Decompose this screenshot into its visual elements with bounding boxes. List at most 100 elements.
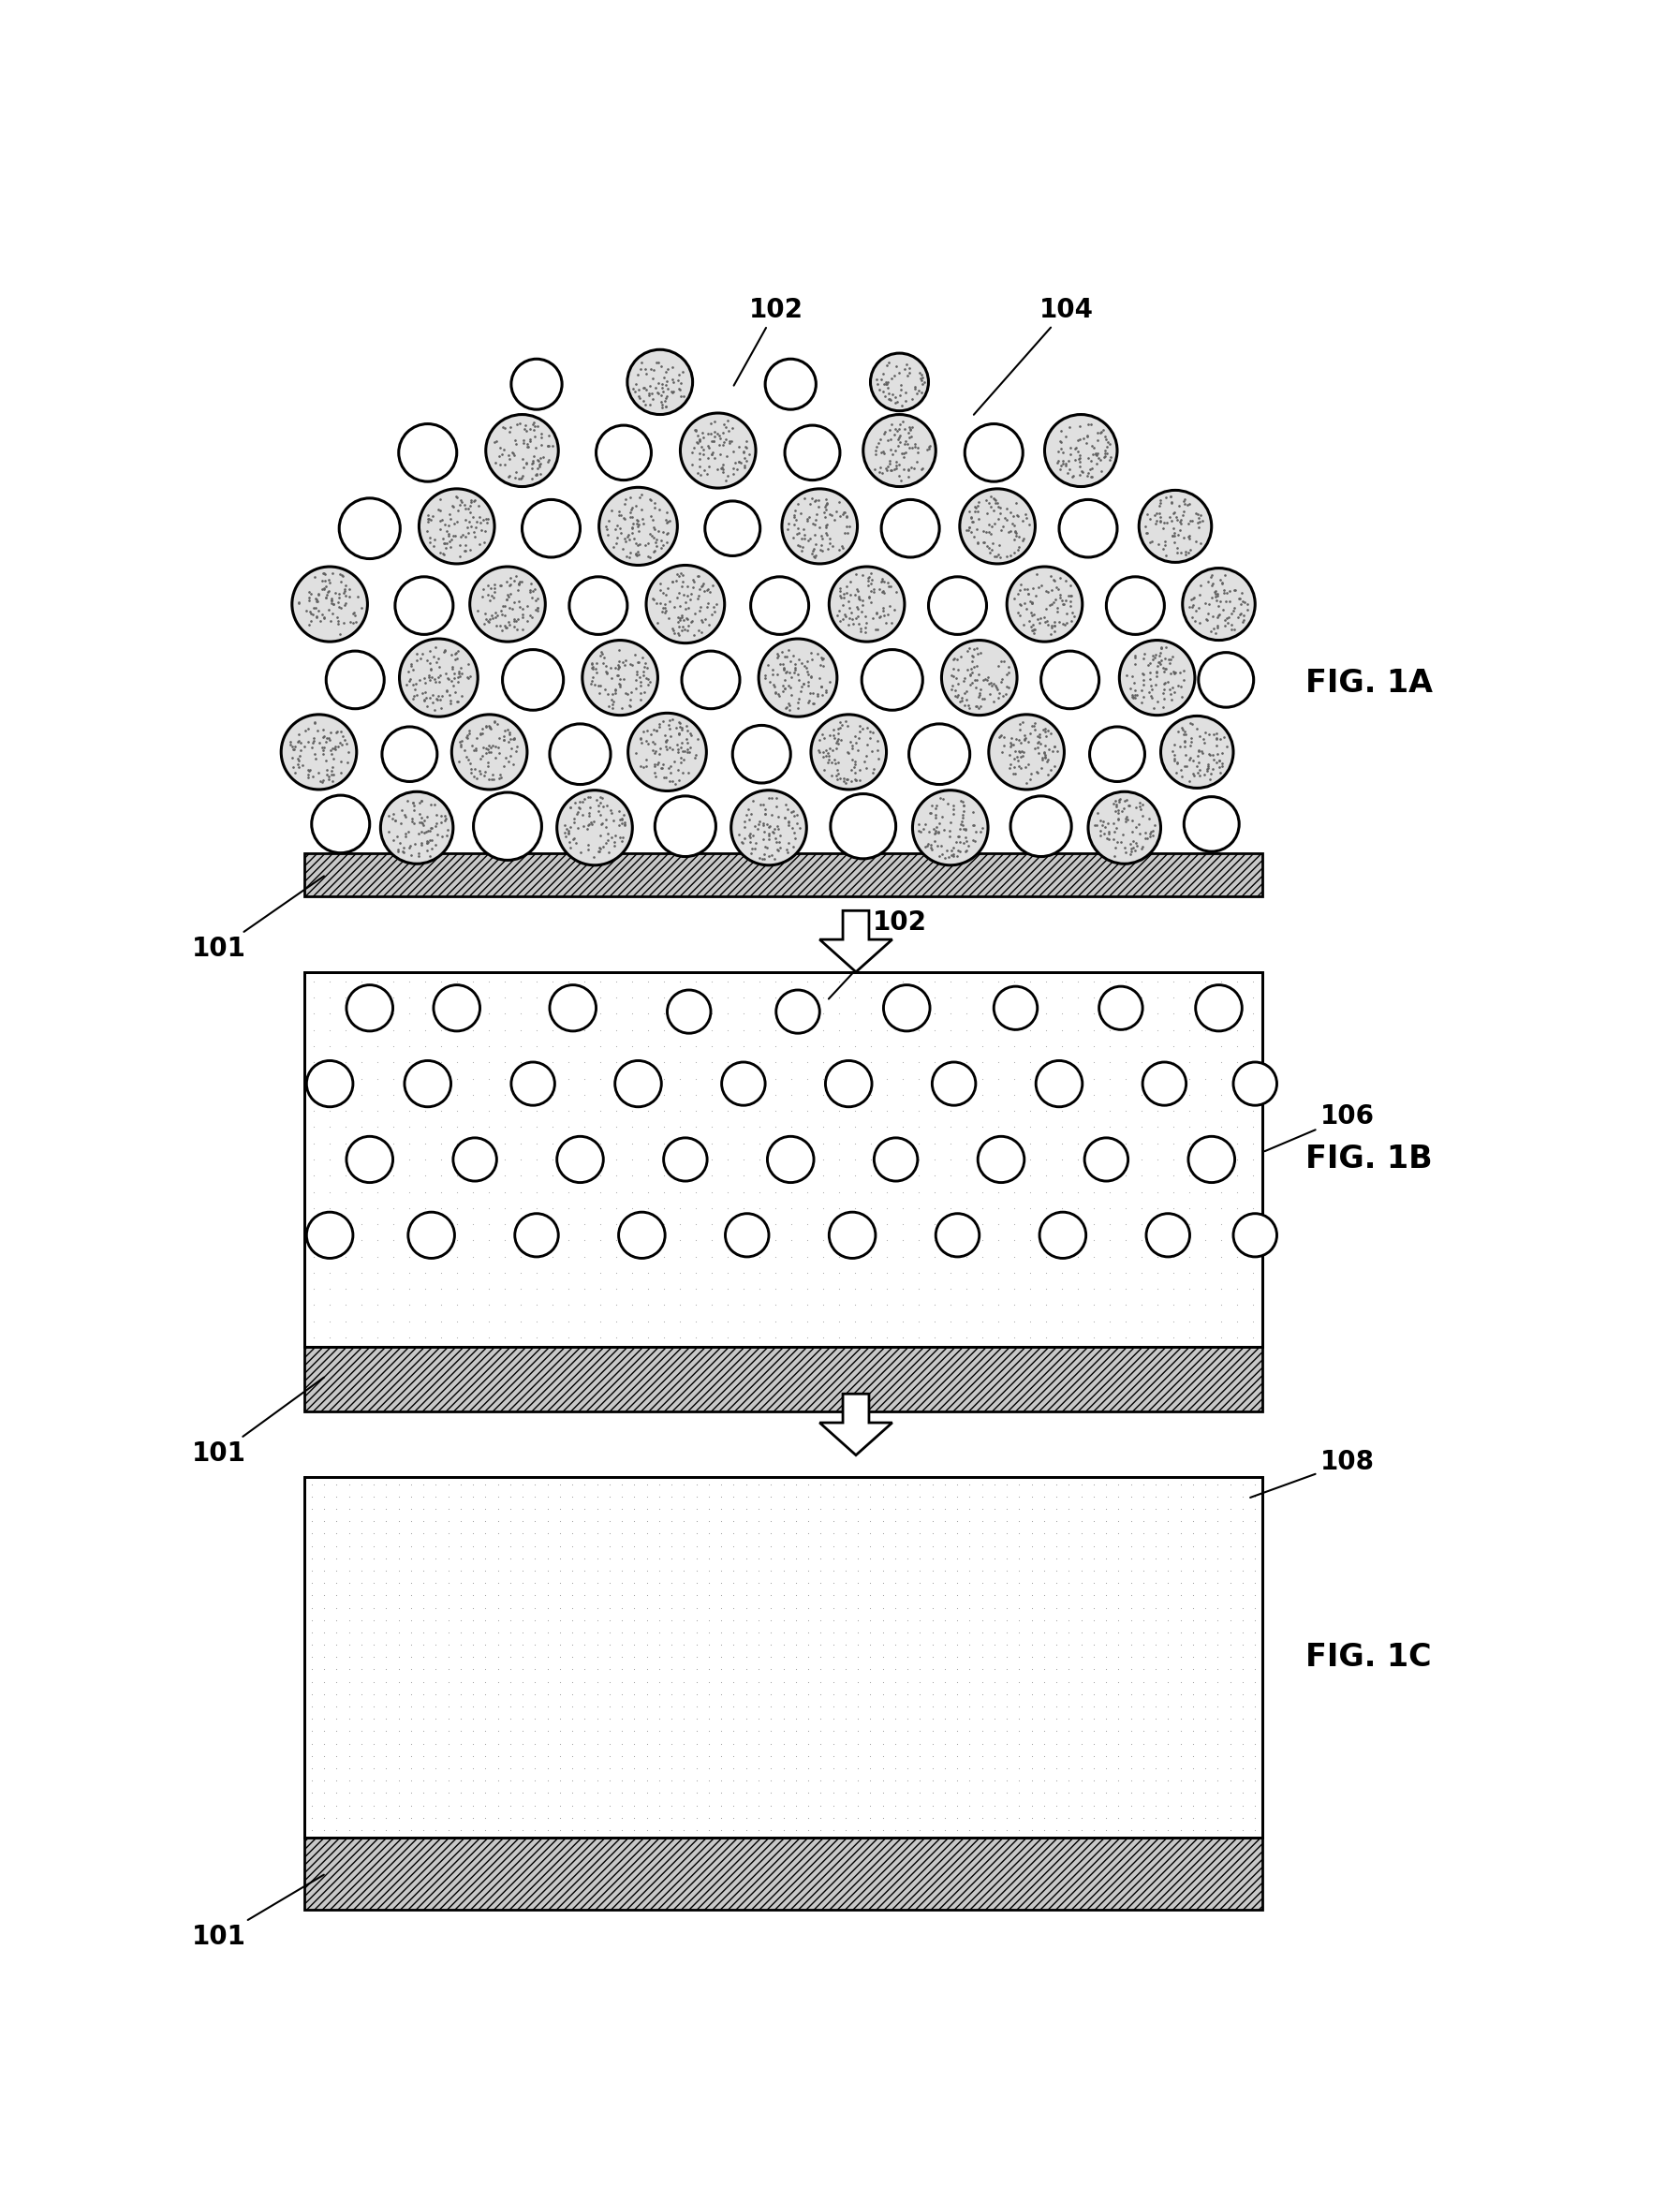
Point bbox=[810, 1288, 837, 1323]
Point bbox=[1230, 1701, 1257, 1736]
Point bbox=[1191, 1303, 1218, 1338]
Point bbox=[410, 1751, 437, 1786]
Point bbox=[1154, 1775, 1181, 1810]
Point bbox=[571, 1727, 598, 1762]
Bar bbox=[304, 973, 1262, 1347]
Point bbox=[348, 1799, 375, 1834]
Point bbox=[746, 1528, 773, 1563]
Point bbox=[953, 1222, 979, 1257]
Point bbox=[1065, 1110, 1092, 1145]
Point bbox=[921, 1012, 948, 1047]
Point bbox=[956, 1764, 983, 1799]
Point bbox=[981, 1615, 1008, 1650]
Point bbox=[1043, 1552, 1070, 1587]
Point bbox=[410, 1775, 437, 1810]
Point bbox=[906, 997, 932, 1032]
Point bbox=[984, 1045, 1011, 1080]
Point bbox=[412, 1272, 438, 1307]
Point bbox=[618, 1191, 645, 1226]
Point bbox=[714, 1303, 741, 1338]
Point bbox=[1006, 1799, 1033, 1834]
Point bbox=[667, 1320, 694, 1355]
Point bbox=[721, 1602, 748, 1637]
Point bbox=[460, 1045, 487, 1080]
Point bbox=[1191, 1467, 1218, 1502]
Point bbox=[731, 1030, 758, 1065]
Point bbox=[507, 1110, 534, 1145]
Point bbox=[571, 1093, 598, 1128]
Circle shape bbox=[1058, 501, 1117, 557]
Point bbox=[571, 1552, 598, 1587]
Point bbox=[874, 979, 900, 1014]
Point bbox=[921, 1060, 948, 1095]
Point bbox=[1154, 1653, 1181, 1688]
Point bbox=[1001, 1060, 1028, 1095]
Point bbox=[311, 1738, 338, 1773]
Point bbox=[793, 1174, 820, 1209]
Point bbox=[1043, 1677, 1070, 1712]
Point bbox=[428, 1045, 455, 1080]
Point bbox=[1105, 1812, 1132, 1847]
Point bbox=[1131, 1690, 1158, 1725]
Point bbox=[1191, 979, 1218, 1014]
Point bbox=[422, 1528, 449, 1563]
Point bbox=[522, 1677, 549, 1712]
Point bbox=[1112, 1288, 1139, 1323]
Point bbox=[546, 1677, 573, 1712]
Point bbox=[956, 1812, 983, 1847]
Point bbox=[969, 1288, 996, 1323]
Point bbox=[919, 1701, 946, 1736]
Point bbox=[795, 1528, 822, 1563]
Point bbox=[825, 1141, 852, 1176]
Point bbox=[832, 1640, 858, 1674]
Point bbox=[507, 979, 534, 1014]
Point bbox=[907, 1775, 934, 1810]
Point bbox=[497, 1714, 524, 1749]
Point bbox=[1176, 1222, 1203, 1257]
Point bbox=[670, 1615, 697, 1650]
Point bbox=[373, 1578, 400, 1613]
Point bbox=[509, 1504, 536, 1539]
Point bbox=[1105, 1690, 1132, 1725]
Point bbox=[684, 1764, 711, 1799]
Point bbox=[336, 1517, 363, 1552]
Point bbox=[1065, 1207, 1092, 1242]
Point bbox=[795, 1701, 822, 1736]
Point bbox=[806, 1727, 833, 1762]
Point bbox=[497, 1467, 524, 1502]
Point bbox=[571, 1491, 598, 1526]
Point bbox=[906, 1239, 932, 1274]
Point bbox=[832, 1517, 858, 1552]
Point bbox=[618, 1126, 645, 1161]
Point bbox=[919, 1727, 946, 1762]
Point bbox=[825, 1288, 852, 1323]
Point bbox=[1033, 1078, 1060, 1113]
Point bbox=[1006, 1640, 1033, 1674]
Point bbox=[311, 1788, 338, 1823]
Point bbox=[969, 1141, 996, 1176]
Point bbox=[763, 1255, 790, 1290]
Point bbox=[882, 1615, 909, 1650]
Point bbox=[1127, 1191, 1154, 1226]
Point bbox=[492, 1159, 519, 1194]
Point bbox=[460, 1764, 487, 1799]
Point bbox=[707, 1701, 734, 1736]
Point bbox=[682, 1045, 709, 1080]
Point bbox=[435, 1552, 462, 1587]
Point bbox=[509, 1626, 536, 1661]
Point bbox=[778, 1159, 805, 1194]
Point bbox=[783, 1664, 810, 1699]
Point bbox=[380, 1288, 407, 1323]
Point bbox=[659, 1727, 685, 1762]
Point bbox=[603, 1272, 630, 1307]
Point bbox=[361, 1690, 388, 1725]
Point bbox=[380, 1239, 407, 1274]
Point bbox=[1117, 1812, 1144, 1847]
Point bbox=[522, 1126, 549, 1161]
Point bbox=[670, 1653, 697, 1688]
Point bbox=[659, 1677, 685, 1712]
Point bbox=[1068, 1751, 1095, 1786]
Circle shape bbox=[732, 726, 791, 783]
Point bbox=[857, 1640, 884, 1674]
Point bbox=[1230, 1480, 1257, 1515]
